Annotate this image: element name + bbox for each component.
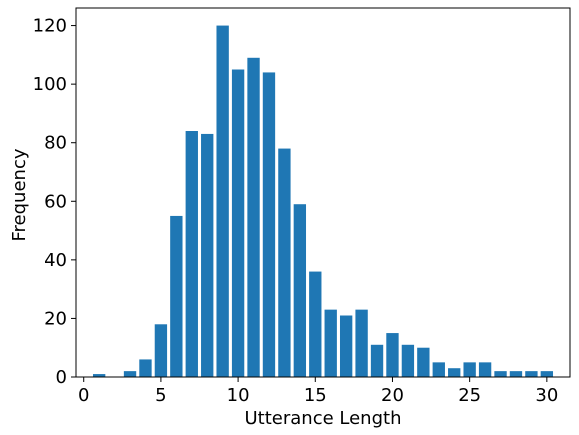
bar-length-7 (185, 131, 198, 377)
x-axis-ticks: 0 5 10 15 20 25 30 (78, 377, 558, 406)
bar-length-22 (417, 347, 430, 377)
bars-group (92, 25, 554, 378)
bar-length-1 (92, 374, 106, 377)
y-tick-label: 120 (33, 16, 67, 37)
bar-length-10 (231, 69, 245, 377)
bar-length-6 (170, 215, 183, 377)
y-axis-label: Frequency (9, 148, 30, 241)
bar-length-28 (509, 371, 523, 377)
bar-length-9 (216, 25, 229, 377)
bar-length-25 (463, 362, 476, 377)
bar-length-16 (324, 309, 337, 377)
x-tick-label: 30 (535, 385, 558, 406)
bar-length-14 (293, 204, 307, 377)
bar-length-17 (339, 315, 353, 377)
y-tick-label: 20 (44, 308, 67, 329)
bar-length-21 (401, 344, 415, 377)
y-tick-label: 0 (56, 367, 67, 388)
y-tick-label: 80 (44, 133, 67, 154)
plot-frame (75, 7, 571, 378)
bar-length-30 (540, 371, 554, 377)
bar-length-3 (123, 371, 137, 377)
bar-length-18 (355, 309, 368, 377)
bar-length-23 (432, 362, 445, 377)
bar-length-27 (494, 371, 507, 377)
y-axis-ticks: 0 20 40 60 80 100 120 (33, 16, 76, 388)
x-axis-label: Utterance Length (245, 408, 402, 429)
x-tick-label: 15 (304, 385, 327, 406)
bar-length-24 (448, 368, 461, 377)
x-tick-label: 5 (155, 385, 166, 406)
bar-length-5 (154, 324, 168, 377)
bar-length-26 (478, 362, 492, 377)
x-tick-label: 25 (458, 385, 481, 406)
x-tick-label: 0 (78, 385, 89, 406)
bar-length-4 (139, 359, 152, 377)
x-tick-label: 10 (227, 385, 250, 406)
y-tick-label: 40 (44, 250, 67, 271)
bar-length-20 (386, 333, 399, 377)
bar-length-15 (309, 271, 322, 377)
bar-length-19 (370, 344, 384, 377)
bar-length-11 (247, 57, 260, 377)
bar-length-8 (201, 133, 214, 377)
y-tick-label: 100 (33, 74, 67, 95)
bar-length-12 (262, 72, 276, 378)
bar-length-29 (525, 371, 538, 377)
y-tick-label: 60 (44, 191, 67, 212)
x-tick-label: 20 (381, 385, 404, 406)
bar-length-13 (278, 148, 291, 377)
